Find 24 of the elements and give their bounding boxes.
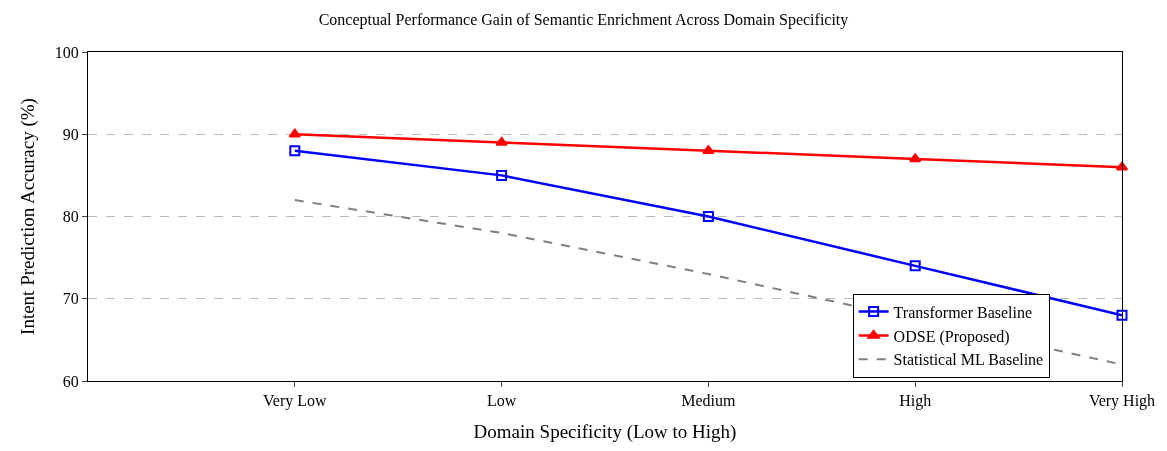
point xyxy=(1116,309,1128,321)
point xyxy=(495,136,508,146)
legend-label: ODSE (Proposed) xyxy=(893,327,1010,346)
y-tick-label: 90 xyxy=(62,125,79,143)
point xyxy=(909,260,921,272)
x-tick-label: Low xyxy=(486,392,517,410)
x-tick-label: Very Low xyxy=(263,392,328,411)
y-tick-label: 70 xyxy=(62,290,79,308)
legend-label: Statistical ML Baseline xyxy=(893,351,1044,369)
y-tick-label: 100 xyxy=(54,43,79,61)
y-tick-label: 80 xyxy=(62,208,79,226)
legend-label: Transformer Baseline xyxy=(893,303,1033,321)
x-tick-label: Very High xyxy=(1088,392,1156,411)
point xyxy=(496,169,508,181)
x-tick-label: High xyxy=(899,392,932,411)
point xyxy=(289,145,301,157)
x-tick-label: Medium xyxy=(681,392,737,410)
chart-title: Conceptual Performance Gain of Semantic Enrichment Across Domain Specificity xyxy=(318,10,849,29)
x-axis-title: Domain Specificity (Low to High) xyxy=(473,421,737,443)
point xyxy=(288,128,301,138)
point xyxy=(702,211,714,222)
y-axis-title: Intent Prediction Accuracy (%) xyxy=(16,98,39,335)
point xyxy=(909,153,922,163)
y-tick-label: 60 xyxy=(62,372,79,390)
